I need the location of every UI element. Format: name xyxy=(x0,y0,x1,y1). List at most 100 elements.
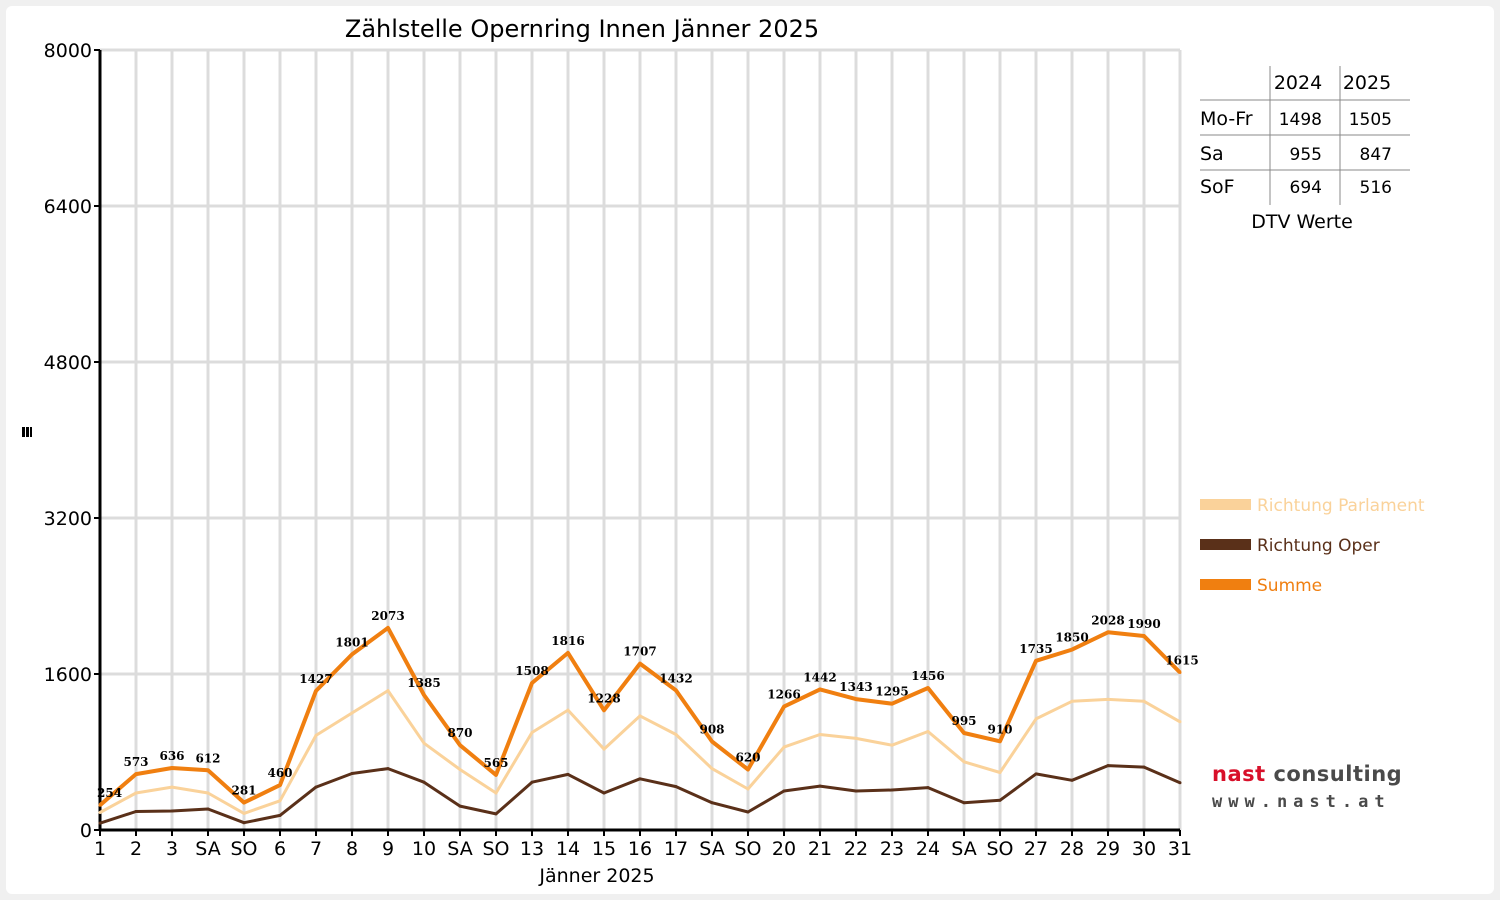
table-cell: 694 xyxy=(1290,178,1322,198)
x-tick-label: 16 xyxy=(628,838,652,860)
y-tick-labels: 0 1600 3200 4800 6400 8000 xyxy=(44,40,100,842)
legend: Richtung Parlament Richtung Oper Summe xyxy=(1200,496,1425,596)
y-tick-label: 8000 xyxy=(44,40,92,62)
series-point xyxy=(890,788,894,792)
logo-word-nast: nast xyxy=(1212,762,1266,786)
series-point xyxy=(890,702,894,706)
data-label: 1615 xyxy=(1165,654,1198,668)
x-tick-label: SA xyxy=(951,838,976,860)
series-point xyxy=(278,783,282,787)
data-label: 620 xyxy=(735,751,760,765)
data-label: 636 xyxy=(159,749,184,763)
series-point xyxy=(854,789,858,793)
series-point xyxy=(206,791,210,795)
x-tick-label: 20 xyxy=(772,838,796,860)
series-point xyxy=(422,741,426,745)
series-point xyxy=(854,697,858,701)
series-point xyxy=(566,708,570,712)
series-point xyxy=(638,662,642,666)
table-cell: 516 xyxy=(1360,178,1392,198)
series-point xyxy=(746,787,750,791)
data-label: 1850 xyxy=(1055,631,1088,645)
x-tick-labels: 1 2 3 SA SO 6 7 8 9 10 SA SO 13 14 15 16 17 SA SO 20 21 22 23 2… xyxy=(94,830,1192,860)
series-point xyxy=(710,739,714,743)
y-tick-label: 6400 xyxy=(44,196,92,218)
series-point xyxy=(134,772,138,776)
series-point xyxy=(674,785,678,789)
series-point xyxy=(458,768,462,772)
series-point xyxy=(710,801,714,805)
series-point xyxy=(998,739,1002,743)
x-tick-label: 15 xyxy=(592,838,616,860)
y-tick-label: 4800 xyxy=(44,352,92,374)
x-tick-label: 3 xyxy=(166,838,178,860)
data-label: 1385 xyxy=(407,676,440,690)
series-point xyxy=(98,803,102,807)
logo-url: www.nast.at xyxy=(1212,792,1391,812)
x-tick-label: 23 xyxy=(880,838,904,860)
series-point xyxy=(1106,764,1110,768)
x-tick-label: SA xyxy=(699,838,724,860)
x-tick-label: 1 xyxy=(94,838,106,860)
series-point xyxy=(386,689,390,693)
x-tick-label: SO xyxy=(986,838,1013,860)
x-tick-label: 21 xyxy=(808,838,832,860)
series-point xyxy=(350,771,354,775)
series-point xyxy=(386,767,390,771)
series-point xyxy=(206,807,210,811)
table-cell: 1498 xyxy=(1279,110,1322,130)
y-tick-label: 0 xyxy=(80,820,92,842)
data-label: 1432 xyxy=(659,671,692,685)
data-label: 1228 xyxy=(587,691,620,705)
series-point xyxy=(530,731,534,734)
legend-label: Richtung Oper xyxy=(1257,536,1380,556)
series-point xyxy=(170,785,174,789)
series-point xyxy=(602,791,606,795)
legend-label: Summe xyxy=(1257,576,1322,596)
data-label: 995 xyxy=(951,714,976,728)
x-tick-label: 17 xyxy=(664,838,688,860)
data-label: 1990 xyxy=(1127,617,1160,631)
series-point xyxy=(314,785,318,789)
legend-swatch xyxy=(1200,499,1251,510)
x-tick-label: 22 xyxy=(844,838,868,860)
series-lines xyxy=(98,625,1182,825)
table-header-2025: 2025 xyxy=(1343,72,1391,94)
series-point xyxy=(890,743,894,747)
series-point xyxy=(206,768,210,772)
series-point xyxy=(1142,765,1146,769)
series-point xyxy=(710,767,714,771)
series-point xyxy=(1070,648,1074,652)
data-label: 2028 xyxy=(1091,613,1124,627)
series-point xyxy=(1070,699,1074,703)
series-point xyxy=(422,693,426,697)
x-tick-label: SA xyxy=(195,838,220,860)
series-point xyxy=(1106,697,1110,701)
series-point xyxy=(1178,781,1182,785)
series-point xyxy=(566,651,570,655)
x-tick-label: 24 xyxy=(916,838,940,860)
series-point xyxy=(458,804,462,808)
series-point xyxy=(494,812,498,816)
series-point xyxy=(494,773,498,777)
x-tick-label: 30 xyxy=(1132,838,1156,860)
series-point xyxy=(98,810,102,814)
x-tick-label: SO xyxy=(734,838,761,860)
data-label: 460 xyxy=(267,766,292,780)
y-tick-label: 1600 xyxy=(44,664,92,686)
x-tick-label: 6 xyxy=(274,838,286,860)
series-point xyxy=(782,705,786,709)
series-point xyxy=(458,743,462,747)
series-point xyxy=(1178,720,1182,724)
x-tick-label: SO xyxy=(230,838,257,860)
series-point xyxy=(818,784,822,788)
series-point xyxy=(134,791,138,795)
legend-swatch xyxy=(1200,539,1251,550)
chart-title: Zählstelle Opernring Innen Jänner 2025 xyxy=(345,15,819,43)
table-header-2024: 2024 xyxy=(1274,72,1322,94)
data-label: 612 xyxy=(195,751,220,765)
series-point xyxy=(1034,717,1038,721)
table-cell: 955 xyxy=(1290,145,1322,165)
data-label: 910 xyxy=(987,722,1012,736)
